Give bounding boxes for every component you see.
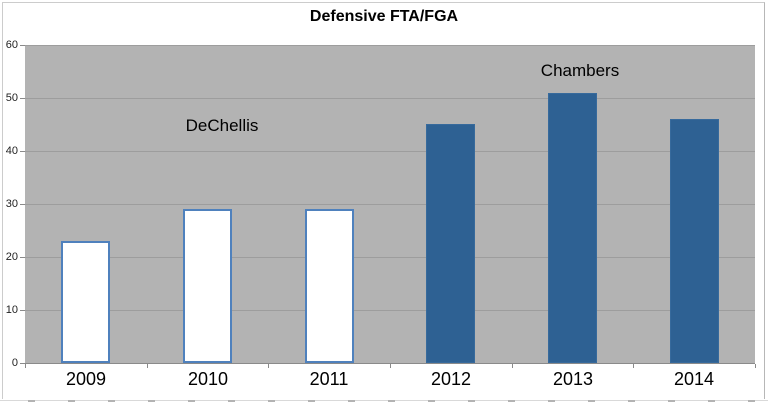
y-tick-mark-60 bbox=[20, 45, 25, 46]
x-category-label-2010: 2010 bbox=[187, 369, 229, 389]
sheet-column-tick bbox=[108, 400, 115, 402]
plot-area bbox=[25, 45, 755, 363]
y-tick-mark-0 bbox=[20, 363, 25, 364]
gridline-30 bbox=[25, 204, 755, 205]
sheet-column-tick bbox=[628, 400, 635, 402]
gridline-20 bbox=[25, 257, 755, 258]
sheet-column-tick bbox=[148, 400, 155, 402]
sheet-column-tick bbox=[748, 400, 755, 402]
x-tick-mark-1 bbox=[147, 364, 148, 368]
x-tick-mark-0 bbox=[25, 364, 26, 368]
x-tick-mark-3 bbox=[390, 364, 391, 368]
gridline-40 bbox=[25, 151, 755, 152]
y-tick-label-20: 20 bbox=[5, 251, 18, 263]
sheet-row-line bbox=[0, 400, 768, 401]
x-tick-mark-4 bbox=[512, 364, 513, 368]
sheet-column-tick bbox=[588, 400, 595, 402]
bar-2014 bbox=[670, 119, 719, 363]
x-tick-mark-2 bbox=[268, 364, 269, 368]
sheet-column-tick bbox=[388, 400, 395, 402]
x-tick-mark-5 bbox=[633, 364, 634, 368]
sheet-column-tick bbox=[68, 400, 75, 402]
sheet-column-tick bbox=[28, 400, 35, 402]
sheet-column-tick bbox=[468, 400, 475, 402]
sheet-column-tick bbox=[668, 400, 675, 402]
bar-2010 bbox=[183, 209, 232, 363]
gridline-10 bbox=[25, 310, 755, 311]
sheet-column-tick bbox=[708, 400, 715, 402]
sheet-column-tick bbox=[428, 400, 435, 402]
y-tick-mark-30 bbox=[20, 204, 25, 205]
x-tick-mark-6 bbox=[755, 364, 756, 368]
y-tick-mark-40 bbox=[20, 151, 25, 152]
x-axis-line bbox=[25, 363, 755, 364]
annotation-dechellis: DeChellis bbox=[185, 116, 259, 135]
y-tick-label-40: 40 bbox=[5, 145, 18, 157]
bar-2011 bbox=[305, 209, 354, 363]
sheet-column-tick bbox=[228, 400, 235, 402]
x-category-label-2014: 2014 bbox=[673, 369, 715, 389]
gridline-60 bbox=[25, 45, 755, 46]
sheet-column-tick bbox=[548, 400, 555, 402]
annotation-chambers: Chambers bbox=[540, 61, 620, 80]
y-tick-label-0: 0 bbox=[11, 357, 18, 369]
sheet-column-tick bbox=[268, 400, 275, 402]
bar-2013 bbox=[548, 93, 597, 363]
y-tick-label-60: 60 bbox=[5, 39, 18, 51]
bar-2012 bbox=[426, 124, 475, 363]
y-tick-label-10: 10 bbox=[5, 304, 18, 316]
sheet-column-tick bbox=[308, 400, 315, 402]
y-tick-mark-20 bbox=[20, 257, 25, 258]
sheet-column-tick bbox=[188, 400, 195, 402]
gridline-50 bbox=[25, 98, 755, 99]
y-tick-label-50: 50 bbox=[5, 92, 18, 104]
bar-2009 bbox=[61, 241, 110, 363]
x-category-label-2013: 2013 bbox=[552, 369, 594, 389]
x-category-label-2012: 2012 bbox=[430, 369, 472, 389]
chart-title: Defensive FTA/FGA bbox=[309, 8, 459, 25]
x-category-label-2011: 2011 bbox=[309, 369, 349, 389]
sheet-column-tick bbox=[508, 400, 515, 402]
y-tick-mark-10 bbox=[20, 310, 25, 311]
y-tick-mark-50 bbox=[20, 98, 25, 99]
y-tick-label-30: 30 bbox=[5, 198, 18, 210]
sheet-column-tick bbox=[348, 400, 355, 402]
x-category-label-2009: 2009 bbox=[65, 369, 107, 389]
